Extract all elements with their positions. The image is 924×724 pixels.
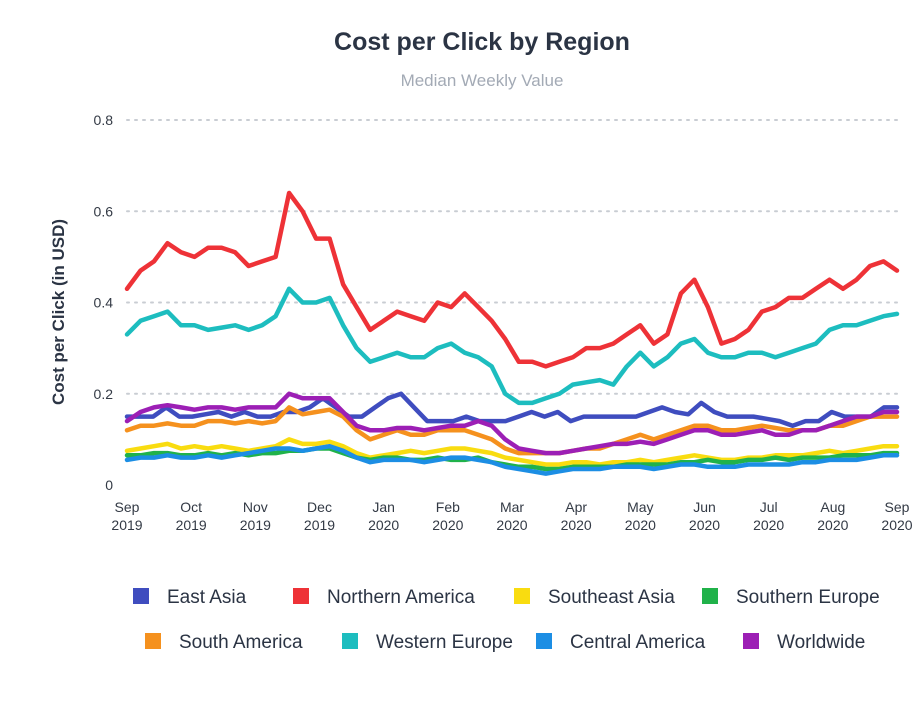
chart-title: Cost per Click by Region xyxy=(334,28,630,56)
legend-item-western-europe[interactable]: Western Europe xyxy=(342,632,513,653)
x-tick-label: Jan 2020 xyxy=(368,499,399,533)
x-tick-year: 2019 xyxy=(176,517,207,533)
legend-swatch xyxy=(743,633,759,649)
gridlines xyxy=(126,119,898,395)
legend-item-worldwide[interactable]: Worldwide xyxy=(743,632,865,653)
x-tick-month: Aug xyxy=(820,499,845,515)
x-tick-year: 2020 xyxy=(496,517,527,533)
x-tick-month: Dec xyxy=(307,499,332,515)
y-tick-label: 0.8 xyxy=(94,112,114,128)
x-tick-year: 2020 xyxy=(432,517,463,533)
legend-label: Southeast Asia xyxy=(548,587,675,608)
x-tick-month: Sep xyxy=(885,499,910,515)
x-tick-month: Feb xyxy=(436,499,460,515)
legend-item-northern-america[interactable]: Northern America xyxy=(293,587,475,608)
legend-item-east-asia[interactable]: East Asia xyxy=(133,587,247,608)
legend-swatch xyxy=(145,633,161,649)
legend-label: East Asia xyxy=(167,587,247,608)
x-tick-year: 2020 xyxy=(368,517,399,533)
legend-swatch xyxy=(133,588,149,604)
y-tick-label: 0 xyxy=(105,477,113,493)
y-tick-label: 0.4 xyxy=(94,295,114,311)
legend-label: South America xyxy=(179,632,303,653)
x-tick-label: Apr 2020 xyxy=(561,499,592,533)
series-line-central-america xyxy=(124,443,900,476)
legend-label: Central America xyxy=(570,632,706,653)
x-tick-label: May 2020 xyxy=(625,499,656,533)
series-line-southeast-asia xyxy=(124,437,900,467)
legend-label: Western Europe xyxy=(376,632,513,653)
legend-item-south-america[interactable]: South America xyxy=(145,632,303,653)
x-tick-month: May xyxy=(627,499,653,515)
legend-swatch xyxy=(536,633,552,649)
legend-item-southeast-asia[interactable]: Southeast Asia xyxy=(514,587,675,608)
x-tick-label: Jun 2020 xyxy=(689,499,720,533)
x-tick-year: 2020 xyxy=(817,517,848,533)
x-tick-year: 2019 xyxy=(240,517,271,533)
x-tick-month: Nov xyxy=(243,499,268,515)
x-tick-label: Nov 2019 xyxy=(240,499,271,533)
chart-subtitle: Median Weekly Value xyxy=(401,71,564,90)
x-tick-year: 2019 xyxy=(111,517,142,533)
legend-label: Worldwide xyxy=(777,632,865,653)
series-line-western-europe xyxy=(124,286,900,406)
x-tick-label: Aug 2020 xyxy=(817,499,848,533)
x-tick-label: Jul 2020 xyxy=(753,499,784,533)
legend-swatch xyxy=(514,588,530,604)
legend: East Asia Northern America Southeast Asia S… xyxy=(133,587,880,653)
x-tick-month: Jul xyxy=(760,499,778,515)
x-tick-label: Sep 2020 xyxy=(881,499,912,533)
x-tick-year: 2020 xyxy=(753,517,784,533)
legend-item-southern-europe[interactable]: Southern Europe xyxy=(702,587,880,608)
legend-swatch xyxy=(293,588,309,604)
x-tick-label: Oct 2019 xyxy=(176,499,207,533)
legend-swatch xyxy=(702,588,718,604)
x-tick-year: 2020 xyxy=(881,517,912,533)
series-line-worldwide xyxy=(124,391,900,456)
legend-label: Northern America xyxy=(327,587,475,608)
legend-label: Southern Europe xyxy=(736,587,880,608)
legend-item-central-america[interactable]: Central America xyxy=(536,632,706,653)
x-tick-month: Mar xyxy=(500,499,524,515)
x-tick-label: Sep 2019 xyxy=(111,499,142,533)
series-line-east-asia xyxy=(124,391,900,428)
x-tick-month: Jan xyxy=(372,499,395,515)
x-tick-year: 2020 xyxy=(689,517,720,533)
x-tick-month: Oct xyxy=(180,499,202,515)
x-tick-month: Apr xyxy=(565,499,587,515)
x-tick-label: Feb 2020 xyxy=(432,499,463,533)
x-tick-year: 2020 xyxy=(625,517,656,533)
series-line-northern-america xyxy=(124,190,900,369)
x-tick-year: 2020 xyxy=(561,517,592,533)
y-tick-label: 0.2 xyxy=(94,386,114,402)
x-tick-year: 2019 xyxy=(304,517,335,533)
series-lines xyxy=(124,190,900,476)
x-tick-label: Mar 2020 xyxy=(496,499,527,533)
legend-swatch xyxy=(342,633,358,649)
x-tick-label: Dec 2019 xyxy=(304,499,335,533)
x-axis-ticks: Sep 2019 Oct 2019 Nov 2019 Dec 2019 Jan 2020 Feb 20… xyxy=(111,499,912,533)
y-axis-ticks: 0 0.2 0.4 0.6 0.8 xyxy=(94,112,114,493)
series-line-south-america xyxy=(124,405,900,456)
x-tick-month: Jun xyxy=(693,499,716,515)
y-tick-label: 0.6 xyxy=(94,203,114,219)
y-axis-label: Cost per Click (in USD) xyxy=(49,219,68,405)
x-tick-month: Sep xyxy=(115,499,140,515)
